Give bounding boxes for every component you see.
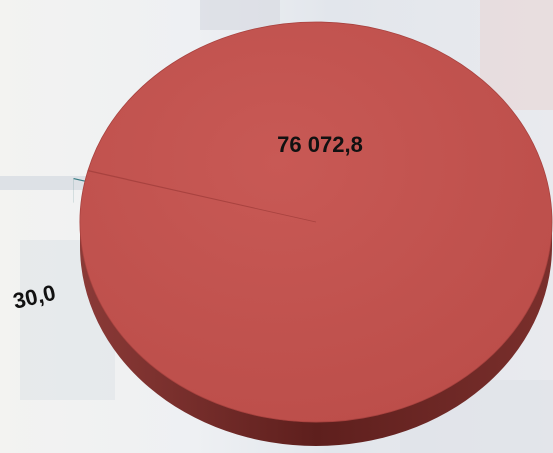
- data-label-slice-2: 30,0: [11, 280, 58, 314]
- data-label-slice-1: 76 072,8: [277, 132, 363, 157]
- pie-slice-1: [79, 21, 553, 423]
